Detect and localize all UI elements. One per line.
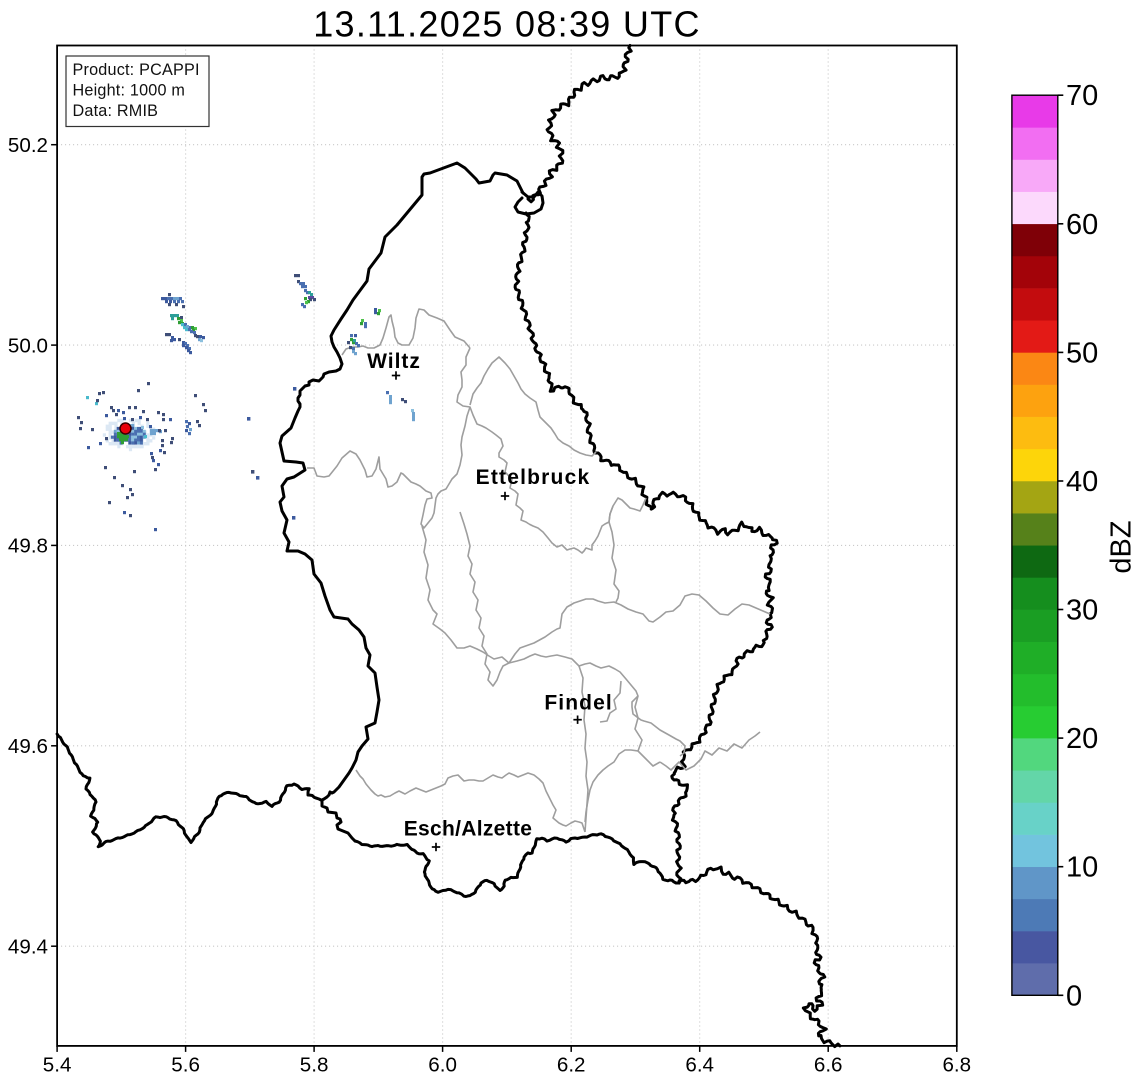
- svg-text:0: 0: [1066, 980, 1082, 1012]
- svg-text:6.4: 6.4: [685, 1054, 714, 1077]
- svg-text:5.8: 5.8: [300, 1054, 329, 1077]
- svg-text:49.6: 49.6: [8, 735, 48, 758]
- svg-text:6.8: 6.8: [942, 1054, 971, 1077]
- svg-text:50.2: 50.2: [8, 134, 48, 157]
- svg-text:10: 10: [1066, 852, 1098, 884]
- svg-text:40: 40: [1066, 466, 1098, 498]
- svg-text:50: 50: [1066, 337, 1098, 369]
- svg-text:Esch/Alzette: Esch/Alzette: [404, 818, 532, 841]
- svg-text:30: 30: [1066, 595, 1098, 627]
- svg-text:Ettelbruck: Ettelbruck: [476, 466, 591, 489]
- svg-text:6.2: 6.2: [557, 1054, 586, 1077]
- svg-text:Findel: Findel: [544, 692, 612, 715]
- svg-text:Data: RMIB: Data: RMIB: [73, 102, 159, 120]
- svg-text:50.0: 50.0: [8, 334, 48, 357]
- svg-text:13.11.2025 08:39 UTC: 13.11.2025 08:39 UTC: [313, 4, 701, 45]
- svg-text:49.8: 49.8: [8, 535, 48, 558]
- svg-text:6.0: 6.0: [428, 1054, 457, 1077]
- svg-text:6.6: 6.6: [814, 1054, 843, 1077]
- svg-text:70: 70: [1066, 80, 1098, 112]
- svg-text:60: 60: [1066, 209, 1098, 241]
- svg-text:dBZ: dBZ: [1106, 520, 1138, 573]
- svg-text:5.6: 5.6: [171, 1054, 200, 1077]
- svg-text:5.4: 5.4: [43, 1054, 72, 1077]
- svg-text:Height: 1000 m: Height: 1000 m: [73, 82, 186, 100]
- svg-text:Wiltz: Wiltz: [367, 350, 421, 373]
- svg-text:Product: PCAPPI: Product: PCAPPI: [73, 61, 200, 79]
- svg-text:49.4: 49.4: [8, 935, 48, 958]
- svg-text:20: 20: [1066, 723, 1098, 755]
